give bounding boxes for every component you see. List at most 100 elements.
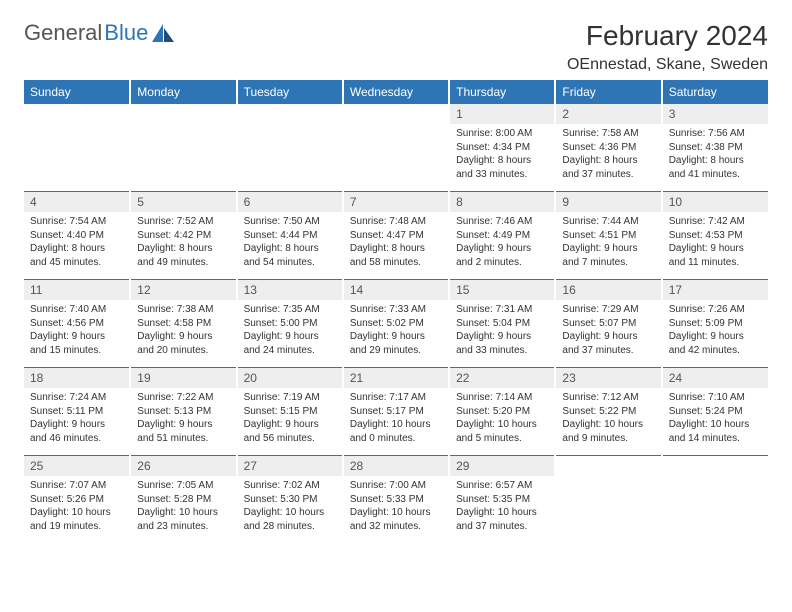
day-number-cell: 4 bbox=[24, 192, 130, 212]
day-d2: and 5 minutes. bbox=[456, 432, 548, 446]
day-of-week-cell: Friday bbox=[555, 80, 661, 104]
day-data-cell bbox=[130, 124, 236, 192]
day-ss: Sunset: 4:40 PM bbox=[30, 229, 123, 243]
day-number-cell: 16 bbox=[555, 280, 661, 300]
logo: GeneralBlue bbox=[24, 20, 174, 46]
day-sr: Sunrise: 7:33 AM bbox=[350, 303, 442, 317]
day-d1: Daylight: 9 hours bbox=[30, 418, 123, 432]
day-sr: Sunrise: 7:42 AM bbox=[669, 215, 762, 229]
day-data-cell: Sunrise: 7:40 AMSunset: 4:56 PMDaylight:… bbox=[24, 300, 130, 368]
day-sr: Sunrise: 7:14 AM bbox=[456, 391, 548, 405]
day-sr: Sunrise: 7:54 AM bbox=[30, 215, 123, 229]
day-number-cell: 2 bbox=[555, 104, 661, 124]
day-number-cell: 29 bbox=[449, 456, 555, 476]
title-block: February 2024 OEnnestad, Skane, Sweden bbox=[567, 20, 768, 74]
day-sr: Sunrise: 7:52 AM bbox=[137, 215, 229, 229]
day-sr: Sunrise: 7:48 AM bbox=[350, 215, 442, 229]
day-data-row: Sunrise: 7:40 AMSunset: 4:56 PMDaylight:… bbox=[24, 300, 768, 368]
day-d2: and 56 minutes. bbox=[244, 432, 336, 446]
day-number-cell: 8 bbox=[449, 192, 555, 212]
day-d2: and 37 minutes. bbox=[456, 520, 548, 534]
day-d1: Daylight: 9 hours bbox=[30, 330, 123, 344]
day-number-cell: 25 bbox=[24, 456, 130, 476]
day-d1: Daylight: 10 hours bbox=[669, 418, 762, 432]
day-d1: Daylight: 10 hours bbox=[137, 506, 229, 520]
day-data-cell bbox=[237, 124, 343, 192]
day-number-cell: 14 bbox=[343, 280, 449, 300]
month-title: February 2024 bbox=[567, 20, 768, 52]
day-sr: Sunrise: 6:57 AM bbox=[456, 479, 548, 493]
day-d1: Daylight: 9 hours bbox=[562, 330, 654, 344]
day-data-cell: Sunrise: 7:56 AMSunset: 4:38 PMDaylight:… bbox=[662, 124, 768, 192]
day-data-cell: Sunrise: 7:22 AMSunset: 5:13 PMDaylight:… bbox=[130, 388, 236, 456]
day-data-cell bbox=[662, 476, 768, 543]
day-number-cell: 26 bbox=[130, 456, 236, 476]
logo-text-blue: Blue bbox=[104, 20, 148, 46]
day-ss: Sunset: 4:47 PM bbox=[350, 229, 442, 243]
day-sr: Sunrise: 7:02 AM bbox=[244, 479, 336, 493]
day-d2: and 24 minutes. bbox=[244, 344, 336, 358]
day-d2: and 2 minutes. bbox=[456, 256, 548, 270]
day-data-cell: Sunrise: 7:44 AMSunset: 4:51 PMDaylight:… bbox=[555, 212, 661, 280]
day-number-cell: 15 bbox=[449, 280, 555, 300]
day-d1: Daylight: 10 hours bbox=[456, 506, 548, 520]
day-of-week-cell: Saturday bbox=[662, 80, 768, 104]
day-data-row: Sunrise: 7:54 AMSunset: 4:40 PM Daylight:… bbox=[24, 212, 768, 280]
day-data-row: Sunrise: 7:07 AMSunset: 5:26 PMDaylight:… bbox=[24, 476, 768, 543]
day-sr: Sunrise: 7:12 AM bbox=[562, 391, 654, 405]
day-d1: Daylight: 10 hours bbox=[244, 506, 336, 520]
day-ss: Sunset: 4:56 PM bbox=[30, 317, 123, 331]
day-sr: Sunrise: 7:44 AM bbox=[562, 215, 654, 229]
day-data-cell bbox=[24, 124, 130, 192]
day-ss: Sunset: 5:20 PM bbox=[456, 405, 548, 419]
day-data-cell: Sunrise: 6:57 AMSunset: 5:35 PMDaylight:… bbox=[449, 476, 555, 543]
day-d1: Daylight: 9 hours bbox=[244, 418, 336, 432]
day-ss: Sunset: 5:11 PM bbox=[30, 405, 123, 419]
day-number-cell bbox=[555, 456, 661, 476]
day-ss: Sunset: 5:26 PM bbox=[30, 493, 123, 507]
day-data-cell: Sunrise: 7:31 AMSunset: 5:04 PMDaylight:… bbox=[449, 300, 555, 368]
day-data-cell: Sunrise: 7:48 AMSunset: 4:47 PMDaylight:… bbox=[343, 212, 449, 280]
day-ss: Sunset: 5:07 PM bbox=[562, 317, 654, 331]
day-data-cell: Sunrise: 7:07 AMSunset: 5:26 PMDaylight:… bbox=[24, 476, 130, 543]
day-d2: and 37 minutes. bbox=[562, 344, 654, 358]
day-sr: Sunrise: 7:26 AM bbox=[669, 303, 762, 317]
day-d2: and 49 minutes. bbox=[137, 256, 229, 270]
day-d1: Daylight: 8 hours bbox=[244, 242, 336, 256]
day-d2: and 42 minutes. bbox=[669, 344, 762, 358]
day-d1: Daylight: 9 hours bbox=[456, 330, 548, 344]
day-sr: Sunrise: 7:00 AM bbox=[350, 479, 442, 493]
day-d1: Daylight: 10 hours bbox=[350, 418, 442, 432]
day-data-cell: Sunrise: 8:00 AMSunset: 4:34 PMDaylight:… bbox=[449, 124, 555, 192]
day-of-week-cell: Thursday bbox=[449, 80, 555, 104]
day-data-cell: Sunrise: 7:05 AMSunset: 5:28 PMDaylight:… bbox=[130, 476, 236, 543]
day-sr: Sunrise: 7:29 AM bbox=[562, 303, 654, 317]
day-d1: Daylight: 9 hours bbox=[669, 242, 762, 256]
day-data-cell: Sunrise: 7:17 AMSunset: 5:17 PMDaylight:… bbox=[343, 388, 449, 456]
day-data-cell: Sunrise: 7:29 AMSunset: 5:07 PMDaylight:… bbox=[555, 300, 661, 368]
day-d1: Daylight: 9 hours bbox=[350, 330, 442, 344]
day-number-row: 123 bbox=[24, 104, 768, 124]
day-sr: Sunrise: 7:05 AM bbox=[137, 479, 229, 493]
day-number-cell: 19 bbox=[130, 368, 236, 388]
logo-text-gray: General bbox=[24, 20, 102, 46]
day-d1: Daylight: 8 hours bbox=[350, 242, 442, 256]
day-number-cell: 22 bbox=[449, 368, 555, 388]
day-number-cell bbox=[343, 104, 449, 124]
day-d2: and 51 minutes. bbox=[137, 432, 229, 446]
day-d2: and 58 minutes. bbox=[350, 256, 442, 270]
day-sr: Sunrise: 7:46 AM bbox=[456, 215, 548, 229]
day-number-cell bbox=[662, 456, 768, 476]
day-d2: and 29 minutes. bbox=[350, 344, 442, 358]
day-data-cell: Sunrise: 7:58 AMSunset: 4:36 PMDaylight:… bbox=[555, 124, 661, 192]
day-ss: Sunset: 4:51 PM bbox=[562, 229, 654, 243]
day-d2: and 20 minutes. bbox=[137, 344, 229, 358]
day-d1: Daylight: 10 hours bbox=[30, 506, 123, 520]
day-ss: Sunset: 4:44 PM bbox=[244, 229, 336, 243]
day-number-cell: 10 bbox=[662, 192, 768, 212]
day-d1: Daylight: 9 hours bbox=[137, 418, 229, 432]
day-data-cell: Sunrise: 7:19 AMSunset: 5:15 PMDaylight:… bbox=[237, 388, 343, 456]
day-ss: Sunset: 5:15 PM bbox=[244, 405, 336, 419]
day-data-cell: Sunrise: 7:00 AMSunset: 5:33 PMDaylight:… bbox=[343, 476, 449, 543]
day-ss: Sunset: 5:22 PM bbox=[562, 405, 654, 419]
